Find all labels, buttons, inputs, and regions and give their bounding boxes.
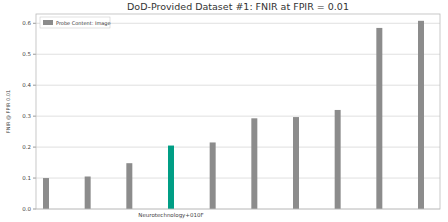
title: DoD-Provided Dataset #1: FNIR at FPIR = …: [127, 1, 349, 12]
tick-mark: [33, 85, 36, 86]
bar: [43, 178, 49, 209]
y-axis-label: FNIR @ FPIR 0.01: [5, 90, 11, 133]
tick-label: 0.2: [22, 144, 31, 150]
tick-mark: [33, 23, 36, 24]
legend: Probe Content: Image: [40, 17, 111, 28]
tick-mark: [33, 178, 36, 179]
tick-label: 0.4: [22, 82, 31, 88]
bars: [43, 21, 424, 209]
tick-mark: [33, 147, 36, 148]
legend-box: [40, 17, 110, 28]
tick-mark: [33, 54, 36, 55]
chart: 0.0 0.1 0.2 0.3 0.4 0.5 0.6 Neurotechnology+010…: [0, 0, 448, 222]
tick-label: 0.3: [22, 113, 31, 119]
bar: [85, 177, 91, 210]
bar: [335, 110, 341, 209]
tick-label: 0.0: [22, 206, 31, 212]
legend-swatch: [43, 20, 53, 25]
bar: [418, 21, 424, 209]
bar: [126, 163, 132, 209]
bar: [293, 117, 299, 209]
tick-label: 0.6: [22, 20, 31, 26]
frame: [36, 14, 440, 209]
tick-mark: [33, 116, 36, 117]
category-label: Neurotechnology+010F: [138, 212, 203, 219]
tick-label: 0.1: [22, 175, 31, 181]
legend-label: Probe Content: Image: [56, 20, 111, 27]
bar: [210, 142, 216, 209]
bar: [168, 146, 174, 209]
bar: [251, 118, 257, 209]
tick-mark: [33, 209, 36, 210]
tick-label: 0.5: [22, 51, 31, 57]
plot-area: [36, 14, 440, 209]
bar: [376, 28, 382, 209]
